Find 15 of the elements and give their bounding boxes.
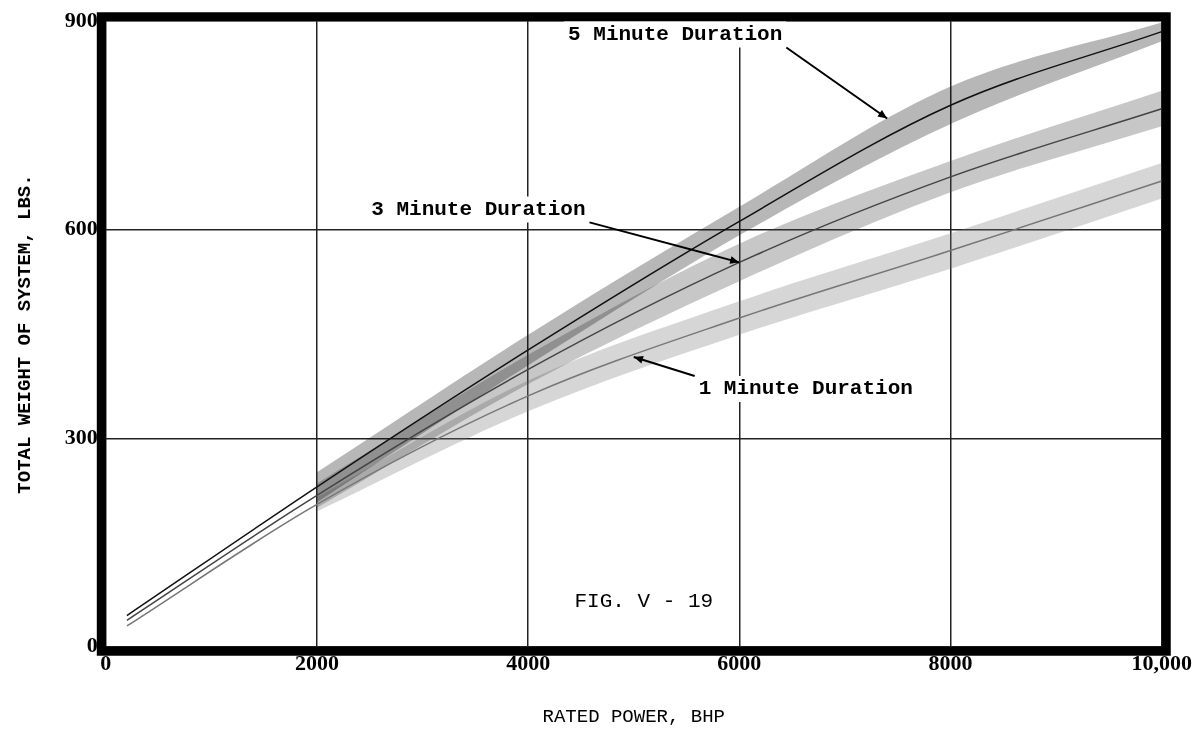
- y-tick-label: 0: [86, 632, 98, 658]
- x-tick-label: 8000: [928, 649, 973, 675]
- y-tick-label: 300: [64, 423, 98, 449]
- y-tick-label: 900: [64, 6, 98, 32]
- x-axis-title: RATED POWER, BHP: [542, 705, 725, 728]
- annotation: FIG. V - 19: [574, 590, 714, 614]
- annotation: 1 Minute Duration: [698, 377, 913, 401]
- annotation: 3 Minute Duration: [371, 197, 586, 221]
- annotation: 5 Minute Duration: [568, 22, 783, 46]
- x-tick-label: 4000: [506, 649, 551, 675]
- x-tick-label: 6000: [717, 649, 762, 675]
- x-tick-label: 2000: [294, 649, 339, 675]
- x-tick-label: 10,000: [1131, 649, 1192, 675]
- y-axis-title: TOTAL WEIGHT OF SYSTEM, LBS.: [14, 174, 37, 494]
- y-tick-label: 600: [64, 215, 98, 241]
